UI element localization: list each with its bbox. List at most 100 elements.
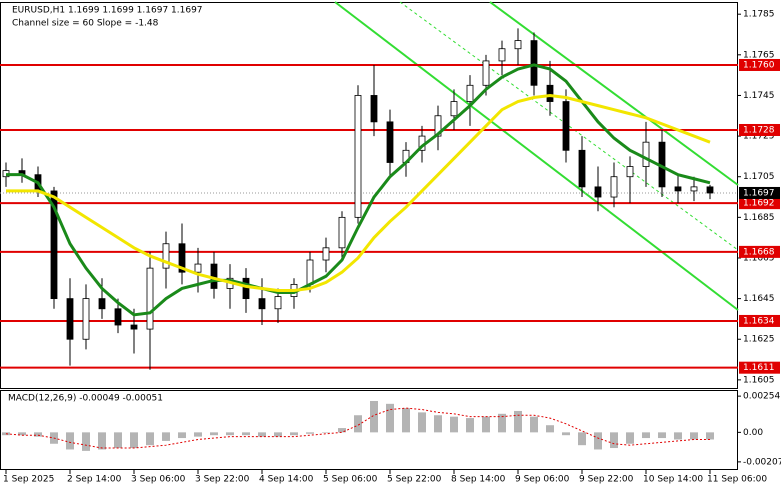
- channel-mid: [399, 1, 739, 251]
- y-tick-label: 1.1605: [743, 375, 775, 385]
- macd-bar: [482, 416, 490, 433]
- moving-average: [6, 93, 711, 292]
- channel-lower: [334, 1, 739, 311]
- macd-bar: [498, 413, 506, 433]
- macd-bar: [274, 432, 282, 437]
- macd-y-tick-label: -0.00207: [743, 457, 781, 467]
- macd-frame: [0, 390, 738, 470]
- candle-body: [130, 324, 138, 330]
- x-tick-label: 5 Sep 22:00: [387, 475, 442, 485]
- candle-body: [674, 186, 682, 192]
- candle-body: [706, 186, 714, 194]
- candle-body: [50, 190, 58, 300]
- candle-body: [386, 121, 394, 163]
- macd-bar: [338, 428, 346, 433]
- macd-bar: [642, 432, 650, 439]
- x-tick-label: 1 Sep 2025: [3, 475, 54, 485]
- y-tick-label: 1.1665: [743, 253, 775, 263]
- macd-bar: [578, 432, 586, 446]
- level-label: 1.1692: [743, 199, 775, 209]
- level-label-box: [739, 361, 780, 374]
- candle-body: [482, 60, 490, 86]
- candle-body: [466, 84, 474, 102]
- y-tick-label: 1.1765: [743, 50, 775, 60]
- macd-bar: [130, 432, 138, 449]
- macd-bar: [210, 432, 218, 436]
- candle-body: [610, 176, 618, 198]
- macd-bar: [562, 432, 570, 436]
- candle-body: [178, 243, 186, 273]
- macd-title: MACD(12,26,9) -0.00049 -0.00051: [8, 394, 163, 404]
- candle-body: [146, 267, 154, 330]
- macd-bar: [450, 416, 458, 433]
- level-label: 1.1760: [743, 60, 775, 70]
- macd-bar: [178, 432, 186, 439]
- level-label-box: [739, 123, 780, 136]
- macd-bar: [370, 400, 378, 433]
- x-tick-label: 9 Sep 06:00: [515, 475, 570, 485]
- level-label: 1.1728: [743, 125, 775, 135]
- macd-bar: [418, 412, 426, 433]
- candle-body: [594, 186, 602, 198]
- macd-bar: [258, 432, 266, 437]
- candle-body: [562, 101, 570, 151]
- candle-body: [690, 186, 698, 192]
- macd-bar: [66, 432, 74, 450]
- level-label: 1.1611: [743, 363, 775, 373]
- candle-body: [578, 149, 586, 188]
- candle-body: [338, 216, 346, 249]
- candle-body: [498, 48, 506, 62]
- macd-bar: [434, 415, 442, 433]
- main-frame: [0, 2, 738, 389]
- candle-body: [530, 40, 538, 86]
- level-label-box: [739, 245, 780, 258]
- candle-body: [322, 247, 330, 261]
- candle-body: [546, 84, 554, 102]
- candle-body: [370, 95, 378, 123]
- candle-body: [242, 277, 250, 300]
- macd-bar: [466, 418, 474, 433]
- macd-bar: [194, 432, 202, 437]
- x-tick-label: 4 Sep 14:00: [259, 475, 314, 485]
- macd-bar: [226, 432, 234, 436]
- y-tick-label: 1.1745: [743, 91, 775, 101]
- level-label-box: [739, 58, 780, 71]
- last-price-box: [739, 186, 780, 199]
- x-tick-label: 5 Sep 06:00: [323, 475, 378, 485]
- x-tick-label: 10 Sep 14:00: [643, 475, 703, 485]
- y-tick-label: 1.1785: [743, 10, 775, 20]
- x-tick-label: 2 Sep 14:00: [67, 475, 122, 485]
- macd-bar: [322, 432, 330, 433]
- channel-lines: [334, 1, 739, 311]
- x-tick-label: 9 Sep 22:00: [579, 475, 634, 485]
- macd-bar: [546, 425, 554, 433]
- x-tick-label: 11 Sep 06:00: [707, 475, 767, 485]
- level-label-box: [739, 314, 780, 327]
- macd-bar: [514, 410, 522, 433]
- macd-bar: [354, 415, 362, 433]
- macd-bar: [658, 432, 666, 439]
- macd-bar: [610, 432, 618, 449]
- macd-bar: [242, 432, 250, 436]
- candle-body: [258, 298, 266, 310]
- candle-body: [162, 243, 170, 269]
- last-price-label: 1.1697: [743, 188, 775, 198]
- macd-bar: [306, 432, 314, 434]
- x-tick-label: 3 Sep 06:00: [131, 475, 186, 485]
- candle-body: [434, 115, 442, 137]
- y-tick-label: 1.1685: [743, 213, 775, 223]
- macd-bar: [18, 432, 26, 436]
- macd-bar: [98, 432, 106, 450]
- candle-body: [626, 166, 634, 178]
- level-label: 1.1634: [743, 316, 775, 326]
- y-tick-label: 1.1645: [743, 294, 775, 304]
- candle-body: [306, 259, 314, 285]
- level-label: 1.1668: [743, 247, 775, 257]
- x-tick-label: 8 Sep 14:00: [451, 475, 506, 485]
- macd-bar: [674, 432, 682, 440]
- y-tick-label: 1.1705: [743, 172, 775, 182]
- chart-title: EURUSD,H1 1.1699 1.1699 1.1697 1.1697: [12, 6, 203, 16]
- macd-bar: [626, 432, 634, 444]
- macd-bar: [82, 432, 90, 451]
